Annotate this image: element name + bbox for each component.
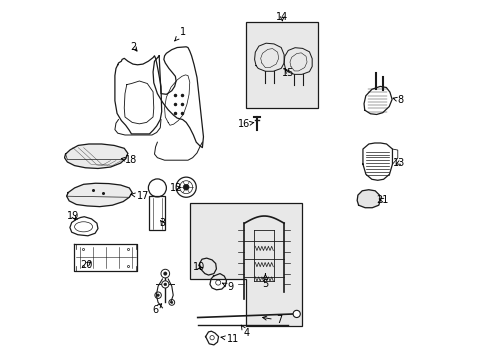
Circle shape <box>176 177 196 197</box>
Circle shape <box>170 301 173 303</box>
Text: 14: 14 <box>276 12 288 22</box>
Text: 9: 9 <box>222 282 233 292</box>
Polygon shape <box>66 183 132 207</box>
Circle shape <box>162 281 168 288</box>
Circle shape <box>163 272 167 275</box>
Bar <box>246 22 318 108</box>
Text: 19: 19 <box>67 211 80 221</box>
Text: 20: 20 <box>81 260 93 270</box>
Text: 2: 2 <box>130 42 137 52</box>
Circle shape <box>155 292 161 298</box>
Text: 4: 4 <box>241 325 249 338</box>
Circle shape <box>161 269 169 278</box>
Text: 8: 8 <box>392 95 402 105</box>
Text: 13: 13 <box>392 158 405 168</box>
Polygon shape <box>356 190 380 208</box>
Polygon shape <box>64 144 127 168</box>
Text: 18: 18 <box>121 155 137 165</box>
Text: 5: 5 <box>262 274 268 289</box>
Circle shape <box>168 300 174 305</box>
Text: 3: 3 <box>159 218 165 228</box>
Bar <box>149 196 165 230</box>
Text: 16: 16 <box>238 119 253 129</box>
Polygon shape <box>190 203 302 326</box>
Circle shape <box>157 294 159 297</box>
Text: 10: 10 <box>193 262 205 272</box>
Text: 12: 12 <box>169 183 182 193</box>
Text: 17: 17 <box>131 191 149 201</box>
Text: 11: 11 <box>221 334 239 344</box>
Text: 1: 1 <box>174 27 185 41</box>
Circle shape <box>183 184 189 190</box>
Circle shape <box>163 283 166 286</box>
Text: 21: 21 <box>375 195 387 205</box>
Text: 15: 15 <box>282 68 294 78</box>
Text: 6: 6 <box>152 304 162 315</box>
Circle shape <box>292 310 300 318</box>
Text: 7: 7 <box>262 315 283 325</box>
